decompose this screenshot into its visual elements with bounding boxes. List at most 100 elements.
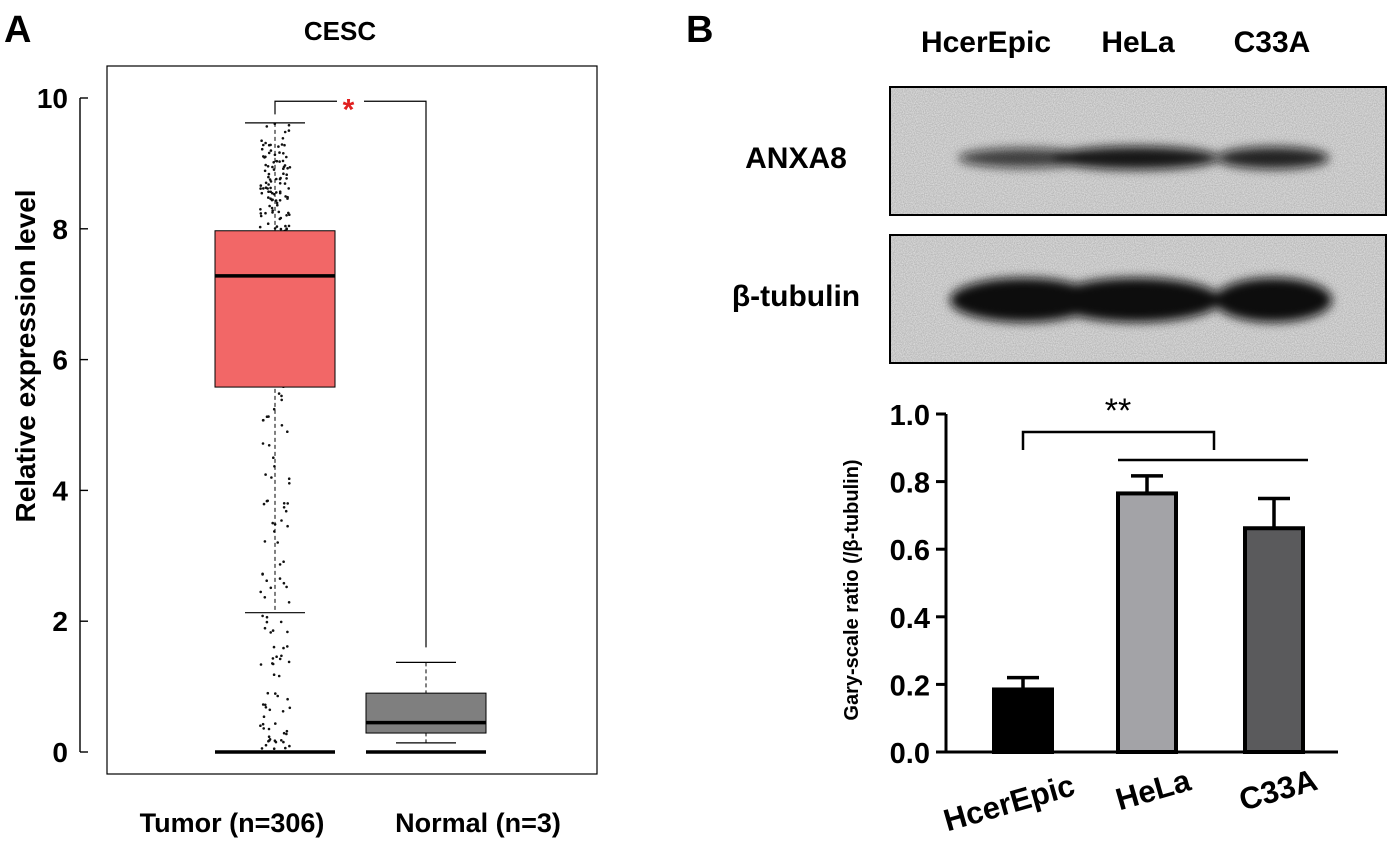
tumor-data-point (271, 657, 275, 660)
tumor-data-point (287, 601, 291, 604)
tumor-data-point (284, 224, 287, 228)
tumor-data-point (267, 444, 271, 447)
box-iqr (214, 230, 336, 388)
tumor-data-point (280, 398, 284, 402)
tumor-data-point (267, 172, 271, 176)
tumor-data-point (275, 177, 278, 181)
tumor-data-point (284, 195, 287, 198)
tumor-data-point (271, 662, 274, 665)
tumor-data-point (280, 424, 284, 427)
box-plot-y-tick-label: 0 (52, 737, 68, 768)
tumor-data-point (261, 573, 264, 576)
tumor-data-point (267, 735, 271, 738)
box-normal (365, 661, 487, 754)
tumor-data-point (287, 224, 291, 228)
tumor-data-point (264, 163, 268, 167)
tumor-data-point (260, 147, 264, 151)
tumor-data-point (286, 167, 289, 170)
tumor-data-point (283, 130, 287, 134)
tumor-data-point (281, 710, 285, 713)
tumor-data-point (288, 166, 292, 169)
bar-chart-y-tick-label: 0.6 (890, 535, 930, 567)
tumor-data-point (286, 645, 289, 648)
box-plot-significance-label: * (343, 93, 355, 126)
box-plot-x-label: Tumor (n=306) (140, 808, 325, 838)
bar-c33a (1243, 526, 1305, 755)
tumor-data-point (276, 694, 280, 698)
tumor-data-point (286, 524, 289, 528)
blot-band (1053, 146, 1219, 170)
tumor-data-point (259, 212, 263, 215)
tumor-data-point (282, 502, 286, 505)
blot-band (958, 148, 1090, 168)
western-blot: HcerEpic HeLa C33A ANXA8 β-tubulin (732, 26, 1387, 364)
blot-row-label-beta-tubulin: β-tubulin (732, 280, 860, 313)
tumor-data-point (273, 739, 277, 742)
tumor-data-point (259, 663, 263, 666)
tumor-data-point (272, 168, 276, 171)
tumor-data-point (280, 143, 284, 146)
tumor-data-point (287, 660, 291, 664)
bar-chart-x-label: HcerEpic (940, 768, 1079, 839)
tumor-data-point (260, 139, 263, 142)
tumor-data-point (264, 141, 267, 145)
bar-chart: Gary-scale ratio (/β-tubulin) 0.00.20.40… (841, 392, 1338, 838)
tumor-data-point (275, 225, 279, 228)
tumor-data-point (259, 187, 262, 190)
box-plot-y-axis: 0 2 4 6 8 10 (37, 83, 88, 768)
tumor-data-point (282, 152, 285, 155)
box-plot-y-tick-label: 6 (52, 345, 68, 376)
tumor-data-point (267, 190, 270, 193)
tumor-data-point (282, 560, 285, 563)
bar-chart-y-tick-label: 1.0 (890, 400, 930, 432)
tumor-data-point (278, 657, 282, 661)
box-plot-y-tick-label: 2 (52, 606, 68, 637)
tumor-data-point (259, 724, 262, 727)
tumor-data-point (269, 180, 273, 183)
blot-lane-label: C33A (1234, 26, 1311, 59)
blot-band (1216, 147, 1330, 169)
tumor-data-point (261, 703, 265, 706)
box-plot-y-tick-label: 4 (52, 475, 68, 506)
tumor-data-point (272, 645, 276, 649)
bar-chart-significance-label: ** (1105, 392, 1131, 430)
tumor-data-point (275, 201, 279, 205)
tumor-data-point (261, 442, 265, 445)
tumor-data-point (269, 186, 272, 190)
tumor-data-point (272, 407, 276, 411)
tumor-data-point (263, 540, 267, 543)
tumor-data-point (271, 209, 275, 212)
tumor-data-point (286, 630, 289, 634)
tumor-data-point (274, 692, 277, 695)
significance-bracket (364, 100, 427, 648)
box-plot-significance: * (274, 93, 427, 648)
tumor-data-point (262, 502, 266, 506)
box-plot-x-axis: Tumor (n=306) Normal (n=3) (140, 808, 561, 838)
box-plot-y-tick-label: 8 (52, 214, 68, 245)
tumor-data-point (287, 129, 291, 132)
tumor-data-point (268, 708, 272, 712)
tumor-data-point (278, 190, 282, 193)
box-plot-title: CESC (304, 16, 376, 46)
bar-chart-x-label: HeLa (1112, 762, 1195, 817)
tumor-data-point (259, 184, 263, 187)
box-plot-y-axis-label: Relative expression level (10, 189, 41, 522)
tumor-data-point (269, 197, 272, 200)
tumor-data-point (262, 143, 265, 147)
tumor-data-point (267, 196, 270, 199)
tumor-data-point (285, 729, 289, 733)
tumor-data-point (285, 227, 289, 230)
bar-chart-x-label: C33A (1235, 762, 1321, 817)
tumor-data-point (287, 187, 291, 190)
tumor-data-point (272, 456, 275, 460)
tumor-data-point (263, 596, 267, 599)
tumor-data-point (265, 620, 269, 624)
tumor-data-point (286, 502, 290, 505)
tumor-data-point (266, 222, 270, 225)
bar-chart-bars (992, 474, 1305, 755)
bar-hcerepic (992, 687, 1054, 754)
bar-chart-y-axis-label: Gary-scale ratio (/β-tubulin) (841, 459, 863, 720)
tumor-data-point (272, 747, 276, 750)
tumor-data-point (277, 392, 281, 395)
